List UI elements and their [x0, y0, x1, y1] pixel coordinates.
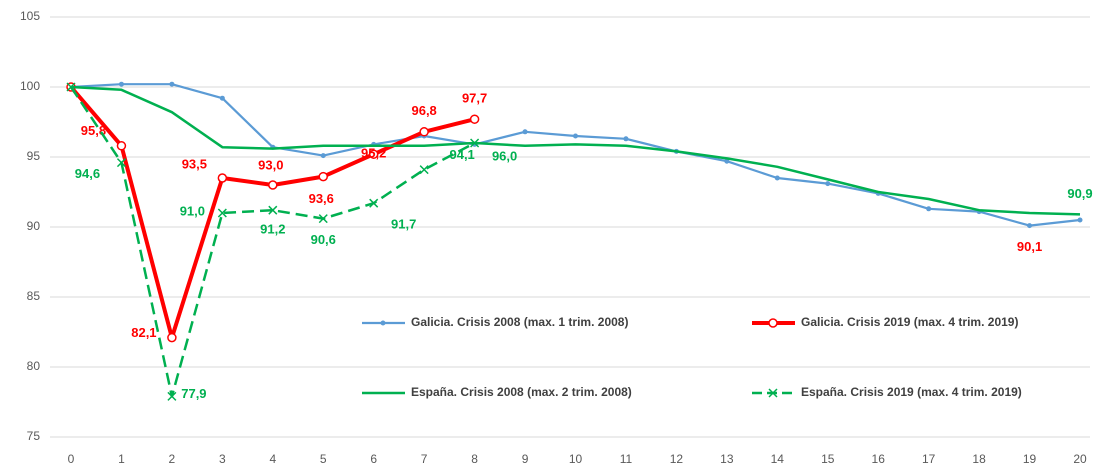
legend-label: Galicia. Crisis 2008 (max. 1 trim. 2008) — [411, 315, 628, 329]
data-point — [926, 206, 932, 212]
y-tick-label: 105 — [20, 9, 40, 23]
legend-label: España. Crisis 2008 (max. 2 trim. 2008) — [411, 385, 632, 399]
y-tick-label: 75 — [27, 429, 41, 443]
data-point — [318, 171, 328, 182]
legend-label: Galicia. Crisis 2019 (max. 4 trim. 2019) — [801, 315, 1018, 329]
data-point — [66, 82, 76, 92]
data-label: 91,0 — [180, 203, 205, 218]
x-tick-label: 8 — [471, 452, 478, 466]
data-label: 96,0 — [492, 148, 517, 163]
x-tick-label: 10 — [569, 452, 583, 466]
data-point — [419, 127, 429, 137]
series-line — [70, 85, 1081, 216]
data-point — [573, 133, 578, 139]
data-label: 91,7 — [391, 217, 416, 232]
x-tick-label: 12 — [670, 452, 684, 466]
data-point — [217, 173, 228, 183]
x-tick-label: 3 — [219, 452, 226, 466]
data-label: 93,5 — [182, 156, 207, 171]
data-point — [419, 165, 429, 175]
x-tick-label: 5 — [320, 452, 327, 466]
series-line — [70, 83, 1081, 227]
data-label: 93,0 — [258, 157, 283, 172]
y-tick-label: 90 — [27, 219, 41, 233]
data-point — [268, 205, 278, 215]
data-point — [1077, 217, 1083, 223]
data-point — [522, 129, 528, 135]
data-point — [623, 136, 629, 142]
legend-marker — [768, 318, 778, 328]
data-point — [118, 81, 124, 87]
y-tick-label: 95 — [27, 149, 41, 163]
x-tick-label: 16 — [872, 452, 886, 466]
data-label: 82,1 — [131, 325, 156, 340]
data-point — [116, 158, 126, 168]
data-point — [268, 180, 278, 190]
data-label: 94,6 — [75, 166, 100, 181]
x-tick-label: 13 — [720, 452, 734, 466]
data-label: 77,9 — [181, 386, 206, 401]
data-point — [470, 138, 480, 148]
data-point — [774, 175, 780, 181]
data-point — [369, 198, 379, 208]
data-label: 97,7 — [462, 91, 487, 106]
x-tick-label: 15 — [821, 452, 835, 466]
data-point — [169, 81, 175, 87]
data-point — [825, 181, 831, 187]
data-label: 91,2 — [260, 222, 285, 237]
data-label: 90,9 — [1067, 186, 1092, 201]
y-tick-label: 100 — [20, 79, 40, 93]
series-line — [69, 86, 476, 398]
data-point — [1027, 223, 1033, 229]
y-tick-label: 80 — [27, 359, 41, 373]
x-tick-label: 6 — [370, 452, 377, 466]
x-tick-label: 7 — [421, 452, 428, 466]
x-tick-label: 17 — [922, 452, 936, 466]
data-point — [368, 149, 379, 159]
data-point — [167, 391, 177, 401]
x-tick-label: 19 — [1023, 452, 1037, 466]
y-tick-label: 85 — [27, 289, 41, 303]
data-label: 90,1 — [1017, 239, 1042, 254]
x-tick-label: 20 — [1073, 452, 1087, 466]
data-label: 94,1 — [449, 147, 474, 162]
data-point — [167, 332, 177, 343]
data-point — [217, 208, 227, 218]
data-label: 95,8 — [81, 123, 106, 138]
data-point — [318, 214, 328, 224]
data-point — [724, 158, 730, 164]
legend-marker — [380, 320, 386, 326]
x-tick-label: 1 — [118, 452, 125, 466]
x-tick-label: 0 — [68, 452, 75, 466]
data-label: 93,6 — [309, 191, 334, 206]
data-label: 90,6 — [311, 232, 336, 247]
series-line — [69, 85, 476, 340]
data-label: 96,8 — [411, 103, 436, 118]
data-point — [116, 141, 127, 151]
x-tick-label: 18 — [972, 452, 986, 466]
legend-marker — [768, 388, 778, 398]
data-point — [219, 95, 225, 101]
x-tick-label: 2 — [169, 452, 176, 466]
data-point — [469, 114, 480, 124]
x-tick-label: 14 — [771, 452, 785, 466]
data-point — [320, 153, 326, 159]
x-tick-label: 4 — [269, 452, 276, 466]
legend-label: España. Crisis 2019 (max. 4 trim. 2019) — [801, 385, 1022, 399]
x-tick-label: 9 — [522, 452, 529, 466]
x-tick-label: 11 — [620, 452, 633, 466]
data-label: 95,2 — [361, 146, 386, 161]
